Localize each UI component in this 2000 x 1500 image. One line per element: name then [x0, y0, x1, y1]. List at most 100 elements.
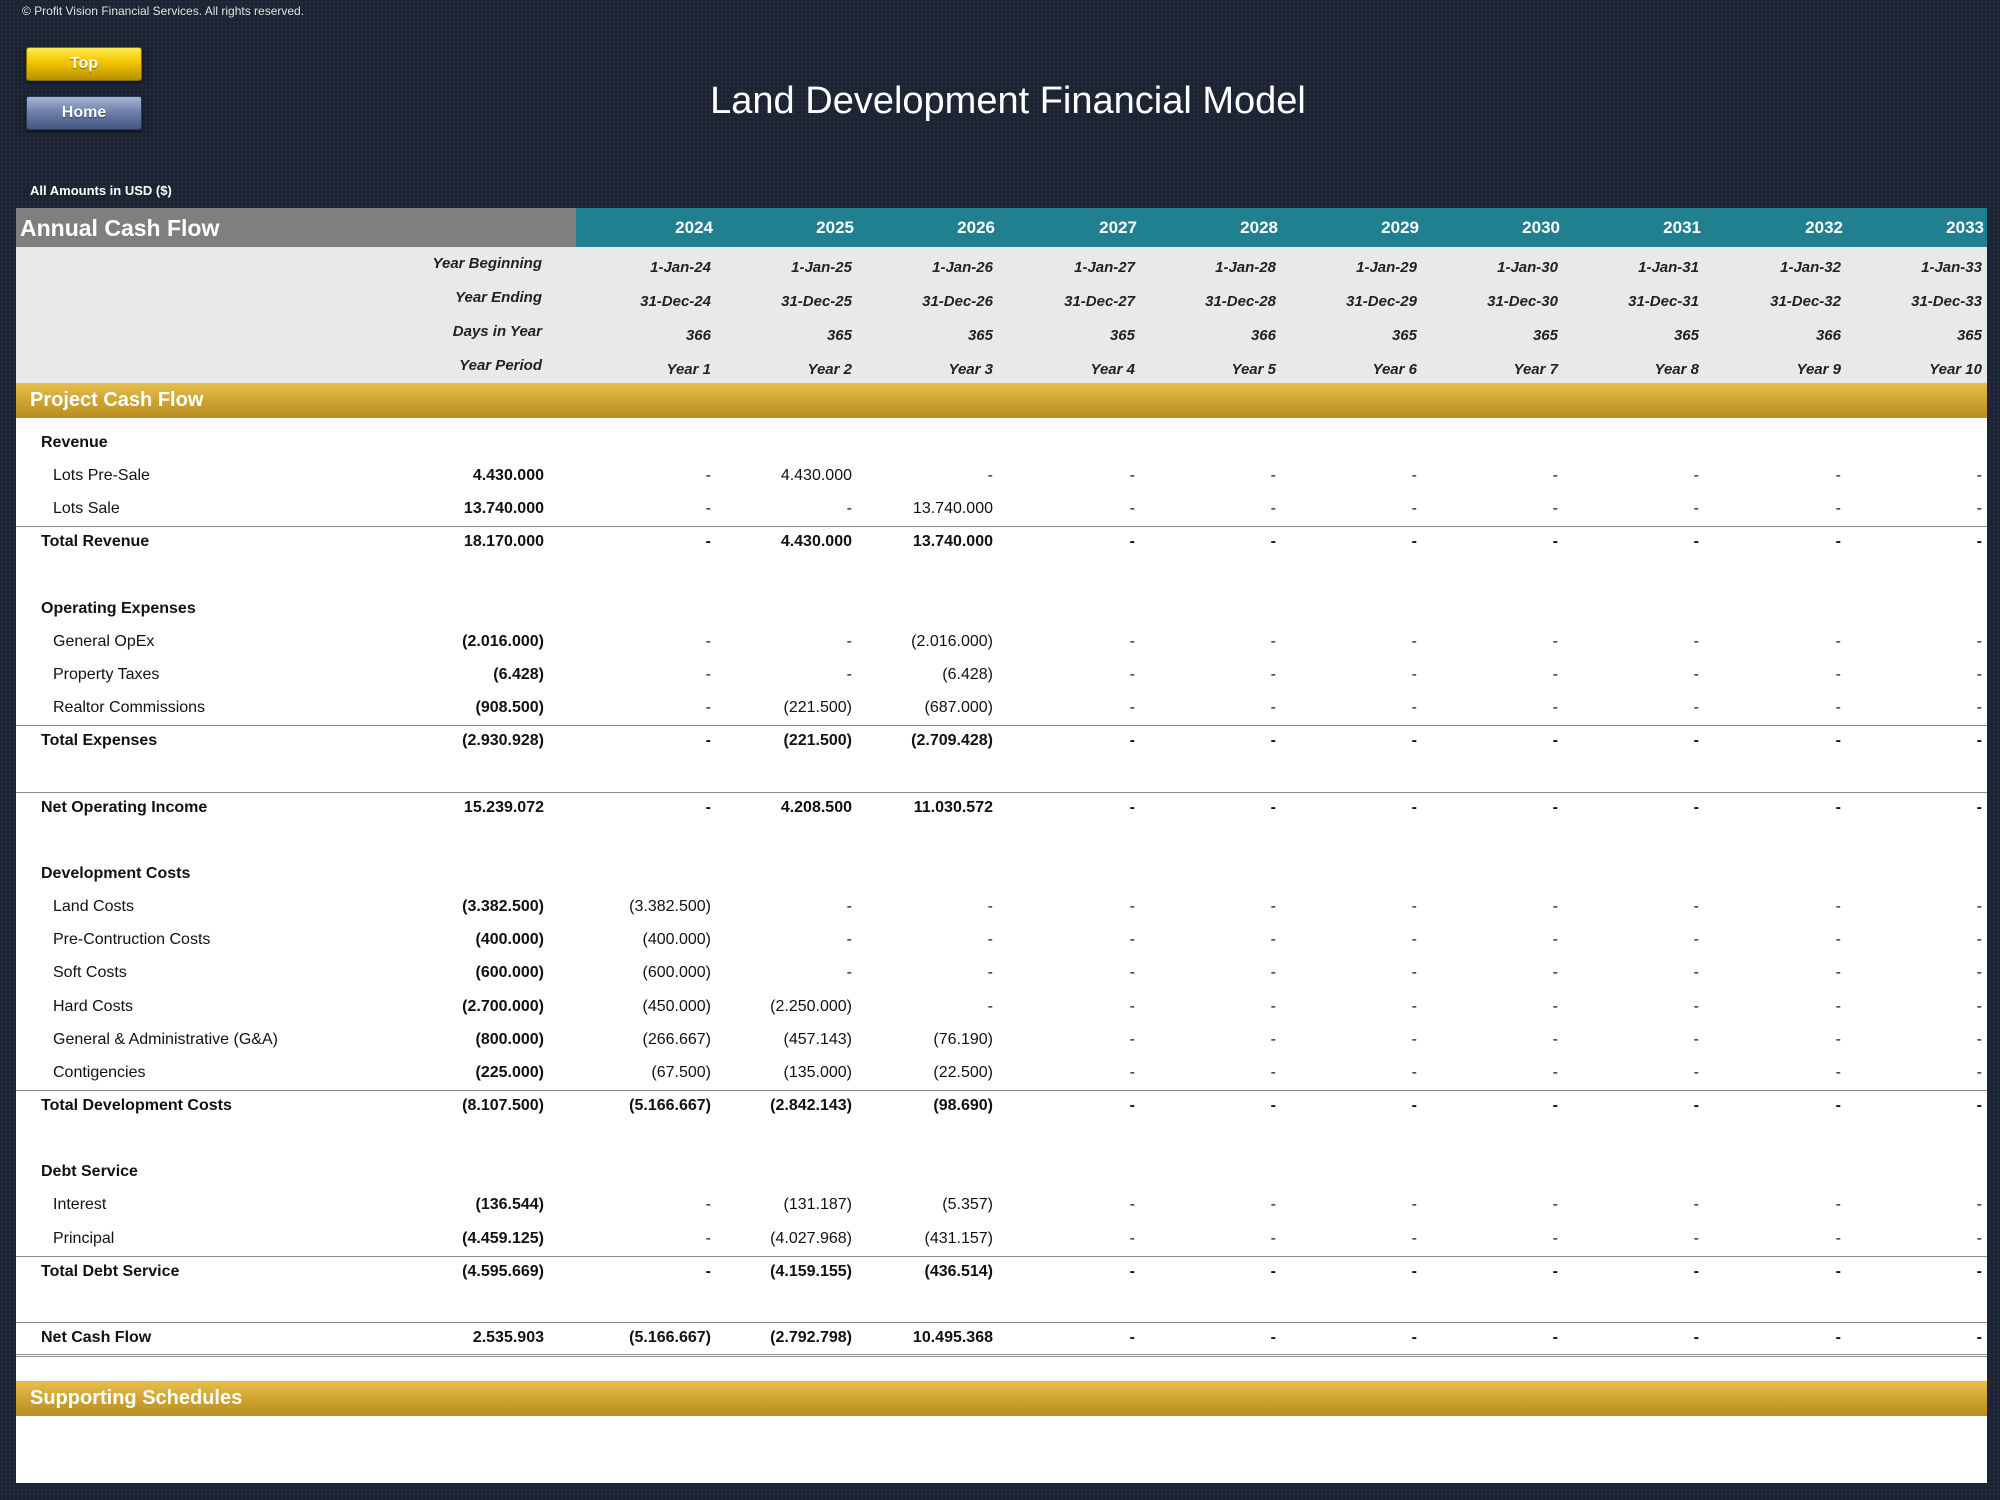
meta-value: 365 [826, 327, 852, 344]
cell-value: (4.027.968) [770, 1230, 852, 1247]
cell-value: - [1411, 1097, 1417, 1114]
cell-value: (2.016.000) [911, 633, 993, 650]
cell-value: - [1270, 1097, 1276, 1114]
cell-value: - [1552, 500, 1558, 517]
cell-value: (2.709.428) [911, 732, 993, 749]
row-total: (4.459.125) [462, 1230, 544, 1247]
cell-value: - [1129, 799, 1135, 816]
cell-value: - [1835, 931, 1841, 948]
cell-value: - [1411, 1196, 1417, 1213]
cell-value: - [1411, 699, 1417, 716]
cell-value: - [1270, 1263, 1276, 1280]
cell-value: - [1552, 1196, 1558, 1213]
cell-value: (687.000) [924, 699, 994, 716]
cell-value: - [1129, 931, 1135, 948]
year-header: 2028 [1240, 218, 1278, 237]
cell-value: - [1411, 964, 1417, 981]
meta-label: Year Ending [455, 289, 542, 306]
cell-value: - [1411, 1230, 1417, 1247]
header-title-cell: Annual Cash Flow [16, 208, 576, 247]
cell-value: - [1835, 898, 1841, 915]
meta-value: Year 2 [807, 361, 852, 378]
cell-value: - [1411, 1329, 1417, 1346]
cell-value: - [1976, 1263, 1982, 1280]
cell-value: - [705, 799, 711, 816]
cell-value: - [1270, 931, 1276, 948]
cell-value: - [1411, 467, 1417, 484]
row-total: (225.000) [475, 1064, 545, 1081]
cell-value: - [1976, 1230, 1982, 1247]
cell-value: - [1552, 898, 1558, 915]
cell-value: 4.430.000 [780, 467, 852, 484]
cell-value: - [1270, 699, 1276, 716]
cell-value: - [1270, 1230, 1276, 1247]
meta-label: Year Beginning [432, 255, 542, 272]
row-divider [16, 1322, 1987, 1323]
cell-value: - [1835, 799, 1841, 816]
cell-value: - [1693, 1263, 1699, 1280]
cell-value: - [1552, 799, 1558, 816]
cell-value: - [1129, 666, 1135, 683]
year-header: 2031 [1663, 218, 1701, 237]
meta-value: 31-Dec-30 [1487, 293, 1558, 310]
cell-value: - [1552, 732, 1558, 749]
cell-value: - [987, 998, 993, 1015]
cell-value: - [1411, 633, 1417, 650]
row-label: Soft Costs [53, 964, 127, 981]
meta-value: Year 8 [1654, 361, 1699, 378]
cell-value: (76.190) [933, 1031, 993, 1048]
row-total: (3.382.500) [462, 898, 544, 915]
meta-value: 31-Dec-29 [1346, 293, 1417, 310]
meta-value: 366 [1815, 327, 1841, 344]
cell-value: - [1411, 533, 1417, 550]
cell-value: - [1129, 699, 1135, 716]
period-info-block: Year Beginning 1-Jan-24 1-Jan-25 1-Jan-26 1-… [16, 247, 1987, 383]
cell-value: - [1129, 1329, 1135, 1346]
row-label: Property Taxes [53, 666, 160, 683]
top-button[interactable]: Top [26, 47, 142, 81]
cell-value: - [1693, 1031, 1699, 1048]
cell-value: - [705, 533, 711, 550]
cell-value: - [1835, 1064, 1841, 1081]
row-total: 4.430.000 [472, 467, 544, 484]
cell-value: - [1693, 1196, 1699, 1213]
meta-value: Year 4 [1090, 361, 1135, 378]
cell-value: - [1976, 1031, 1982, 1048]
cell-value: - [1552, 1031, 1558, 1048]
cell-value: - [705, 732, 711, 749]
row-total: (4.595.669) [462, 1263, 544, 1280]
cell-value: - [1976, 898, 1982, 915]
cell-value: - [1976, 1329, 1982, 1346]
supporting-schedules-bar: Supporting Schedules [16, 1381, 1987, 1416]
meta-value: 1-Jan-29 [1356, 259, 1417, 276]
cell-value: (266.667) [642, 1031, 712, 1048]
total-label: Total Debt Service [41, 1263, 180, 1280]
meta-value: Year 9 [1796, 361, 1841, 378]
cell-value: - [1129, 1031, 1135, 1048]
cell-value: - [1693, 998, 1699, 1015]
row-divider [16, 792, 1987, 793]
row-total: (2.930.928) [462, 732, 544, 749]
row-total: 13.740.000 [463, 500, 544, 517]
year-header: 2025 [816, 218, 854, 237]
cell-value: (431.157) [924, 1230, 994, 1247]
row-total: (2.700.000) [462, 998, 544, 1015]
cell-value: - [1835, 1263, 1841, 1280]
cell-value: - [1270, 732, 1276, 749]
cell-value: - [705, 699, 711, 716]
section-title: Supporting Schedules [30, 1387, 243, 1409]
cell-value: 10.495.368 [912, 1329, 993, 1346]
cell-value: - [1976, 1196, 1982, 1213]
cell-value: (221.500) [783, 699, 853, 716]
cell-value: - [1835, 1031, 1841, 1048]
meta-value: 31-Dec-27 [1064, 293, 1135, 310]
cell-value: 11.030.572 [913, 799, 993, 816]
year-header: 2026 [957, 218, 995, 237]
home-button[interactable]: Home [26, 96, 142, 130]
sheet-header: Annual Cash Flow 2024 2025 2026 2027 2028 202… [16, 208, 1987, 247]
cell-value: - [1976, 467, 1982, 484]
cell-value: - [1129, 633, 1135, 650]
cell-value: - [1129, 964, 1135, 981]
cell-value: - [1976, 699, 1982, 716]
cell-value: - [1270, 799, 1276, 816]
